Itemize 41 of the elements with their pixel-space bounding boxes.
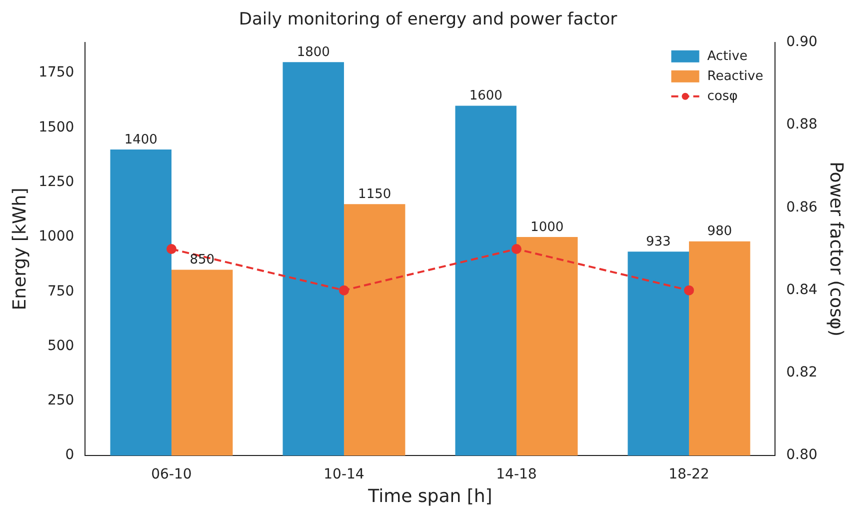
- legend-label: Active: [707, 48, 748, 64]
- chart-title: Daily monitoring of energy and power factor: [238, 10, 618, 30]
- bar: [455, 106, 516, 456]
- legend-label: Reactive: [707, 68, 764, 84]
- data-label: 1150: [358, 187, 392, 202]
- y2-tick-label: 0.90: [786, 34, 818, 50]
- data-label: 1000: [530, 220, 564, 235]
- bar: [344, 204, 406, 456]
- y2-tick-label: 0.80: [786, 447, 818, 464]
- y-tick-label: 1000: [38, 228, 74, 245]
- bar: [171, 270, 233, 456]
- bar: [282, 62, 344, 456]
- x-tick-label: 14-18: [496, 466, 537, 483]
- data-label: 1800: [296, 44, 330, 60]
- x-tick-label: 06-10: [151, 466, 192, 483]
- y-tick-label: 1500: [38, 119, 74, 136]
- y-axis-title: Energy [kWh]: [9, 188, 30, 310]
- y2-tick-label: 0.86: [786, 199, 818, 216]
- y2-tick-label: 0.82: [786, 364, 818, 381]
- bar: [688, 241, 750, 456]
- bar: [628, 252, 689, 456]
- data-label: 980: [707, 224, 732, 240]
- y-tick-label: 0: [65, 447, 74, 464]
- y-tick-label: 1750: [38, 64, 74, 81]
- x-tick-label: 10-14: [324, 466, 364, 483]
- y2-axis-title: Power factor (cosφ): [826, 162, 847, 336]
- y-tick-label: 750: [47, 283, 74, 300]
- y-tick-label: 250: [47, 392, 74, 409]
- x-tick-label: 18-22: [668, 466, 710, 483]
- data-label: 933: [646, 234, 671, 250]
- y2-tick-label: 0.88: [786, 116, 818, 133]
- bar: [516, 236, 578, 456]
- data-label: 1400: [124, 132, 158, 148]
- y-tick-label: 500: [47, 338, 74, 354]
- bar: [110, 150, 172, 456]
- data-label: 1600: [469, 88, 502, 104]
- y-tick-label: 1250: [38, 174, 74, 190]
- data-label: 850: [190, 252, 215, 268]
- y2-tick-label: 0.84: [786, 282, 818, 298]
- legend-label: cosφ: [707, 88, 738, 104]
- x-axis-title: Time span [h]: [367, 486, 492, 507]
